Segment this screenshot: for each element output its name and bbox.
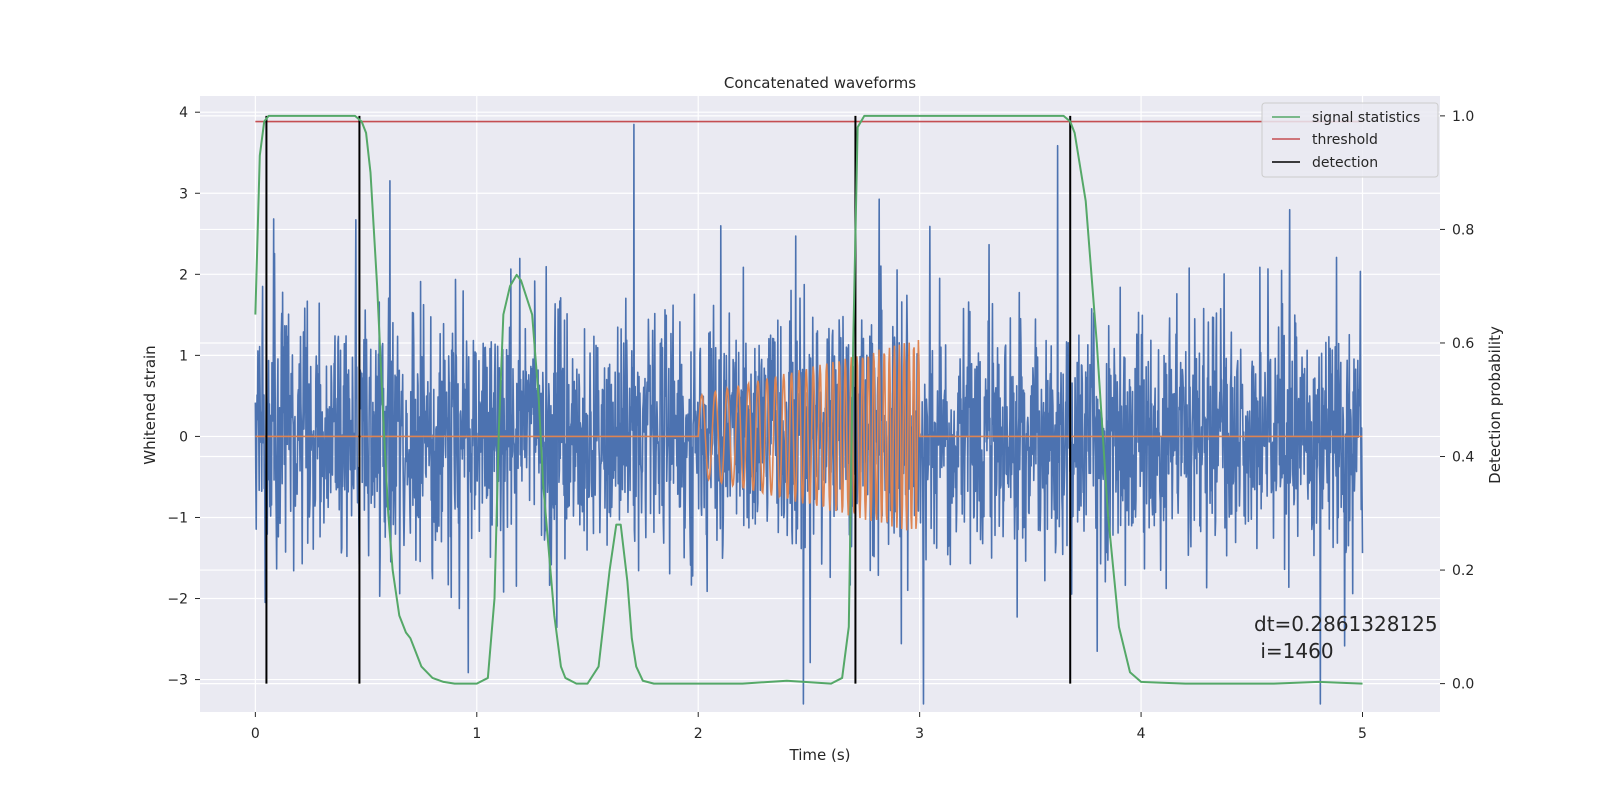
y-tick-label: 1 [179, 348, 188, 364]
y-right-tick-label: 0.8 [1452, 222, 1474, 238]
x-tick-label: 5 [1358, 726, 1367, 742]
legend-label-signal-statistics: signal statistics [1312, 110, 1420, 126]
legend-label-detection: detection [1312, 155, 1378, 171]
y-right-tick-label: 1.0 [1452, 109, 1474, 125]
y-right-tick-label: 0.6 [1452, 336, 1474, 352]
y-axis-label: Whitened strain [141, 345, 159, 464]
y-tick-label: −2 [167, 592, 188, 608]
x-axis-label: Time (s) [789, 746, 851, 764]
x-tick-label: 2 [694, 726, 703, 742]
annotation-dt: dt=0.2861328125 [1254, 612, 1438, 636]
y-tick-label: 3 [179, 186, 188, 202]
x-tick-label: 0 [251, 726, 260, 742]
axes-layer: 0 1 2 3 4 5 −3 −2 −1 0 1 2 3 4 0.0 0.2 0.4 0.6 0.8 1.0 [167, 105, 1474, 742]
annotation-index: i=1460 [1254, 639, 1334, 663]
x-tick-label: 3 [915, 726, 924, 742]
y-tick-label: 4 [179, 105, 188, 121]
y-right-tick-label: 0.0 [1452, 677, 1474, 693]
x-tick-label: 1 [472, 726, 481, 742]
y-tick-label: 0 [179, 429, 188, 445]
y-right-tick-label: 0.4 [1452, 450, 1474, 466]
chart-title: Concatenated waveforms [724, 74, 916, 92]
y-tick-label: −3 [167, 673, 188, 689]
y-tick-label: −1 [167, 510, 188, 526]
y-right-tick-label: 0.2 [1452, 563, 1474, 579]
legend: signal statistics threshold detection [1261, 102, 1439, 178]
injection-series-line [255, 339, 1363, 531]
y-tick-label: 2 [179, 267, 188, 283]
series-layer [254, 114, 1364, 705]
x-tick-label: 4 [1137, 726, 1146, 742]
y-axis-right-label: Detection probability [1486, 326, 1504, 484]
strain-series-line [254, 123, 1364, 705]
legend-box [1261, 102, 1439, 178]
signal-statistics-line [254, 114, 1363, 685]
legend-label-threshold: threshold [1312, 132, 1378, 148]
